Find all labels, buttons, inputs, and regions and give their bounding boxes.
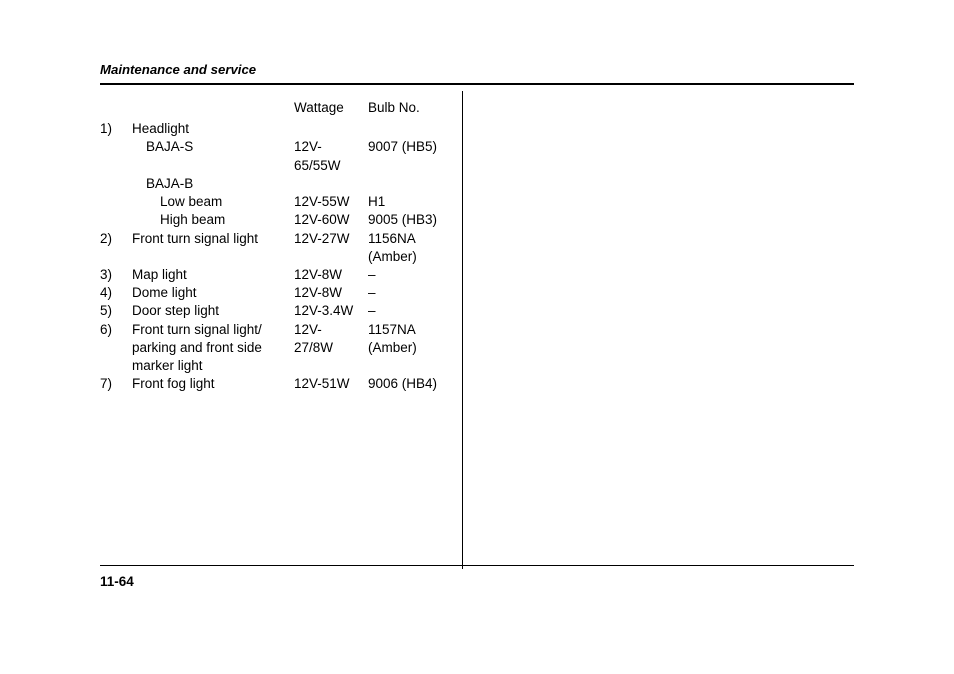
row-label: Front fog light [132, 375, 294, 393]
row-number: 1) [100, 117, 132, 138]
rule-bottom [100, 565, 854, 566]
content-area: Wattage Bulb No. 1) Headlight BAJA-S 12V… [100, 85, 854, 565]
col-wattage-header: Wattage [294, 99, 368, 117]
col-label-header [132, 99, 294, 117]
row-bulb [368, 175, 448, 193]
table-row: 4) Dome light 12V-8W – [100, 284, 448, 302]
table-row: Low beam 12V-55W H1 [100, 193, 448, 211]
table-row: 1) Headlight [100, 117, 448, 138]
col-bulbno-header: Bulb No. [368, 99, 448, 117]
table-row: BAJA-S 12V-65/55W 9007 (HB5) [100, 138, 448, 174]
row-label: Front turn signal light [132, 230, 294, 266]
row-label: Headlight [132, 117, 294, 138]
row-wattage: 12V-8W [294, 284, 368, 302]
row-label: Low beam [132, 193, 294, 211]
table-header-row: Wattage Bulb No. [100, 99, 448, 117]
row-wattage: 12V-51W [294, 375, 368, 393]
row-bulb: 9005 (HB3) [368, 211, 448, 229]
table-row: 7) Front fog light 12V-51W 9006 (HB4) [100, 375, 448, 393]
row-label: Door step light [132, 302, 294, 320]
row-wattage: 12V-3.4W [294, 302, 368, 320]
row-wattage [294, 117, 368, 138]
section-title: Maintenance and service [100, 62, 854, 77]
row-number: 2) [100, 230, 132, 266]
row-bulb: 9007 (HB5) [368, 138, 448, 174]
manual-page: Maintenance and service Wattage Bulb No.… [0, 0, 954, 674]
row-label-text: High beam [132, 211, 286, 229]
row-label: Map light [132, 266, 294, 284]
row-label-text: Low beam [132, 193, 286, 211]
row-label-text: BAJA-S [132, 138, 286, 156]
row-label: Front turn signal light/ parking and fro… [132, 321, 294, 376]
col-number-header [100, 99, 132, 117]
table-row: 6) Front turn signal light/ parking and … [100, 321, 448, 376]
row-bulb: – [368, 266, 448, 284]
row-bulb: 1156NA (Amber) [368, 230, 448, 266]
row-label: BAJA-B [132, 175, 294, 193]
row-number [100, 175, 132, 193]
row-number: 5) [100, 302, 132, 320]
row-wattage: 12V-60W [294, 211, 368, 229]
row-wattage: 12V-27/8W [294, 321, 368, 376]
table-row: High beam 12V-60W 9005 (HB3) [100, 211, 448, 229]
row-number [100, 211, 132, 229]
row-bulb [368, 117, 448, 138]
page-number: 11-64 [100, 574, 854, 589]
row-number [100, 193, 132, 211]
bulb-spec-table: Wattage Bulb No. 1) Headlight BAJA-S 12V… [100, 99, 448, 394]
table-row: BAJA-B [100, 175, 448, 193]
row-bulb: – [368, 302, 448, 320]
row-number: 3) [100, 266, 132, 284]
table-row: 5) Door step light 12V-3.4W – [100, 302, 448, 320]
row-label: High beam [132, 211, 294, 229]
row-label: BAJA-S [132, 138, 294, 174]
row-wattage: 12V-65/55W [294, 138, 368, 174]
row-number [100, 138, 132, 174]
row-wattage: 12V-27W [294, 230, 368, 266]
table-row: 3) Map light 12V-8W – [100, 266, 448, 284]
row-wattage: 12V-8W [294, 266, 368, 284]
row-number: 6) [100, 321, 132, 376]
row-label-text: BAJA-B [132, 175, 286, 193]
row-number: 7) [100, 375, 132, 393]
row-wattage: 12V-55W [294, 193, 368, 211]
table-row: 2) Front turn signal light 12V-27W 1156N… [100, 230, 448, 266]
row-number: 4) [100, 284, 132, 302]
column-divider [462, 91, 463, 569]
row-wattage [294, 175, 368, 193]
row-bulb: 1157NA (Amber) [368, 321, 448, 376]
row-bulb: – [368, 284, 448, 302]
row-bulb: 9006 (HB4) [368, 375, 448, 393]
row-label: Dome light [132, 284, 294, 302]
row-bulb: H1 [368, 193, 448, 211]
